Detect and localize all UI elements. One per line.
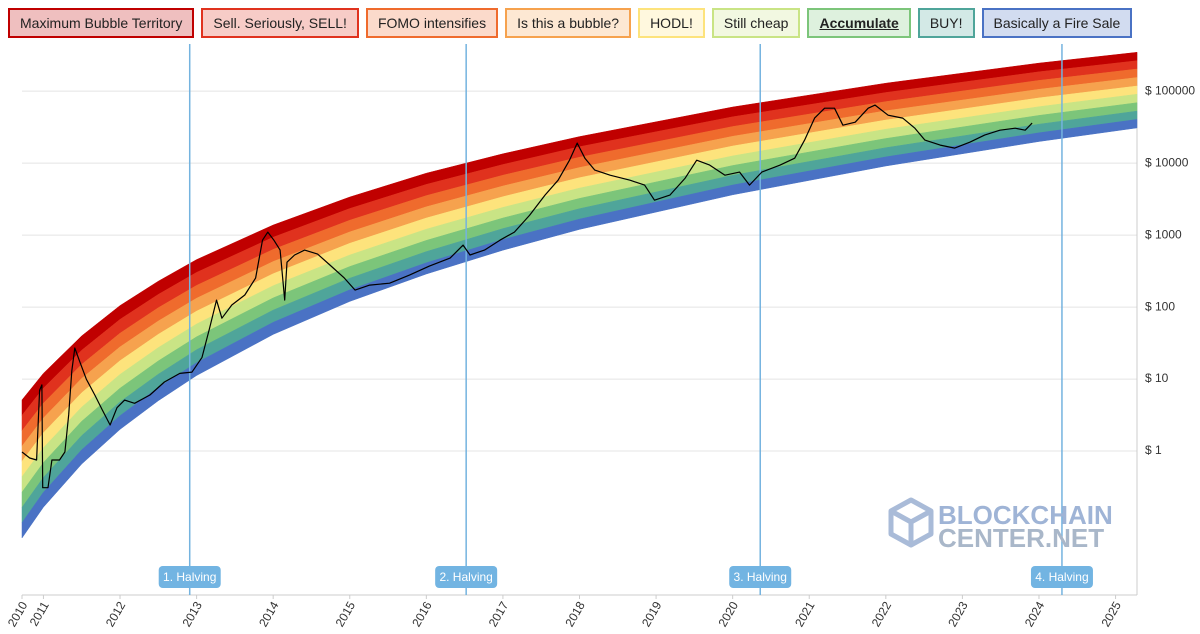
x-tick-label: 2011	[27, 599, 52, 629]
x-tick-label: 2018	[562, 599, 588, 629]
legend-button[interactable]: Accumulate	[807, 8, 911, 38]
legend-button[interactable]: BUY!	[917, 8, 975, 38]
legend: Maximum Bubble Territory Sell. Seriously,…	[8, 8, 1133, 38]
watermark-line-2: CENTER.NET	[938, 523, 1104, 553]
x-tick-label: 2024	[1022, 599, 1048, 629]
x-tick-label: 2010	[5, 599, 31, 629]
x-tick-label: 2017	[486, 599, 512, 629]
x-tick-label: 2015	[333, 599, 359, 629]
halving-badge	[435, 566, 498, 588]
legend-button[interactable]: Maximum Bubble Territory	[8, 8, 195, 38]
x-tick-label: 2022	[869, 599, 895, 629]
legend-button[interactable]: FOMO intensifies	[365, 8, 499, 38]
y-tick-label: $ 1	[1145, 443, 1162, 457]
price-line	[21, 104, 1033, 489]
x-tick-label: 2019	[639, 599, 665, 629]
x-tick-label: 2021	[792, 599, 818, 629]
x-tick-label: 2012	[103, 599, 129, 629]
x-tick-label: 2014	[256, 599, 282, 629]
halving-label: 1. Halving	[163, 570, 216, 584]
legend-button[interactable]: Is this a bubble?	[505, 8, 632, 38]
y-tick-label: $ 10000	[1145, 155, 1189, 169]
halving-badge	[729, 566, 792, 588]
watermark-line-1: BLOCKCHAIN	[938, 500, 1113, 530]
halving-badge	[1030, 566, 1093, 588]
y-tick-label: $ 100	[1145, 299, 1175, 313]
legend-button[interactable]: Still cheap	[711, 8, 801, 38]
halving-label: 2. Halving	[439, 570, 492, 584]
x-tick-label: 2020	[716, 599, 742, 629]
y-tick-label: $ 10	[1145, 371, 1169, 385]
x-tick-label: 2016	[409, 599, 435, 629]
legend-button[interactable]: HODL!	[638, 8, 705, 38]
rainbow-band	[21, 119, 1138, 539]
logo-cube	[889, 508, 933, 545]
halving-label: 3. Halving	[734, 570, 787, 584]
legend-button[interactable]: Basically a Fire Sale	[981, 8, 1133, 38]
x-tick-label: 2025	[1098, 599, 1124, 629]
x-tick-label: 2023	[945, 599, 971, 629]
y-tick-label: $ 100000	[1145, 83, 1195, 97]
legend-button[interactable]: Sell. Seriously, SELL!	[201, 8, 359, 38]
y-tick-label: $ 1000	[1145, 227, 1182, 241]
x-tick-label: 2013	[179, 599, 205, 629]
halving-label: 4. Halving	[1035, 570, 1088, 584]
watermark-logo	[888, 497, 934, 548]
halving-badge	[158, 566, 221, 588]
